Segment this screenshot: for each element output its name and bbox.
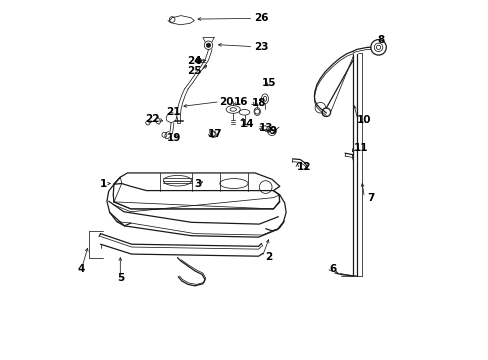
Text: 9: 9 <box>269 126 276 136</box>
Text: 15: 15 <box>262 78 276 87</box>
Ellipse shape <box>261 94 268 104</box>
Circle shape <box>254 109 259 114</box>
Circle shape <box>206 43 210 48</box>
Text: 21: 21 <box>165 107 180 117</box>
Text: 7: 7 <box>366 193 374 203</box>
Text: 19: 19 <box>166 133 181 143</box>
Text: 4: 4 <box>78 264 85 274</box>
Circle shape <box>374 43 382 51</box>
Text: 1: 1 <box>100 179 107 189</box>
Text: 25: 25 <box>187 66 201 76</box>
Text: 5: 5 <box>117 273 123 283</box>
Text: 20: 20 <box>219 97 233 107</box>
Circle shape <box>195 58 201 64</box>
Circle shape <box>322 108 330 117</box>
Text: 12: 12 <box>296 162 310 172</box>
Text: 6: 6 <box>328 264 336 274</box>
Text: 3: 3 <box>194 179 201 189</box>
Text: 16: 16 <box>233 97 248 107</box>
Text: 24: 24 <box>187 56 202 66</box>
Text: 8: 8 <box>377 35 384 45</box>
Text: 23: 23 <box>254 42 268 51</box>
Text: 22: 22 <box>145 114 160 124</box>
Text: 17: 17 <box>208 129 223 139</box>
Text: 11: 11 <box>353 143 367 153</box>
Text: 10: 10 <box>356 115 371 125</box>
Text: 14: 14 <box>240 118 254 129</box>
Text: 2: 2 <box>264 252 271 262</box>
Text: 13: 13 <box>258 123 272 133</box>
Text: 18: 18 <box>251 98 265 108</box>
Text: 26: 26 <box>254 13 268 23</box>
Circle shape <box>322 109 328 117</box>
Circle shape <box>259 181 271 193</box>
Circle shape <box>267 127 276 136</box>
Circle shape <box>314 102 325 113</box>
Ellipse shape <box>219 179 247 189</box>
Ellipse shape <box>163 175 191 186</box>
